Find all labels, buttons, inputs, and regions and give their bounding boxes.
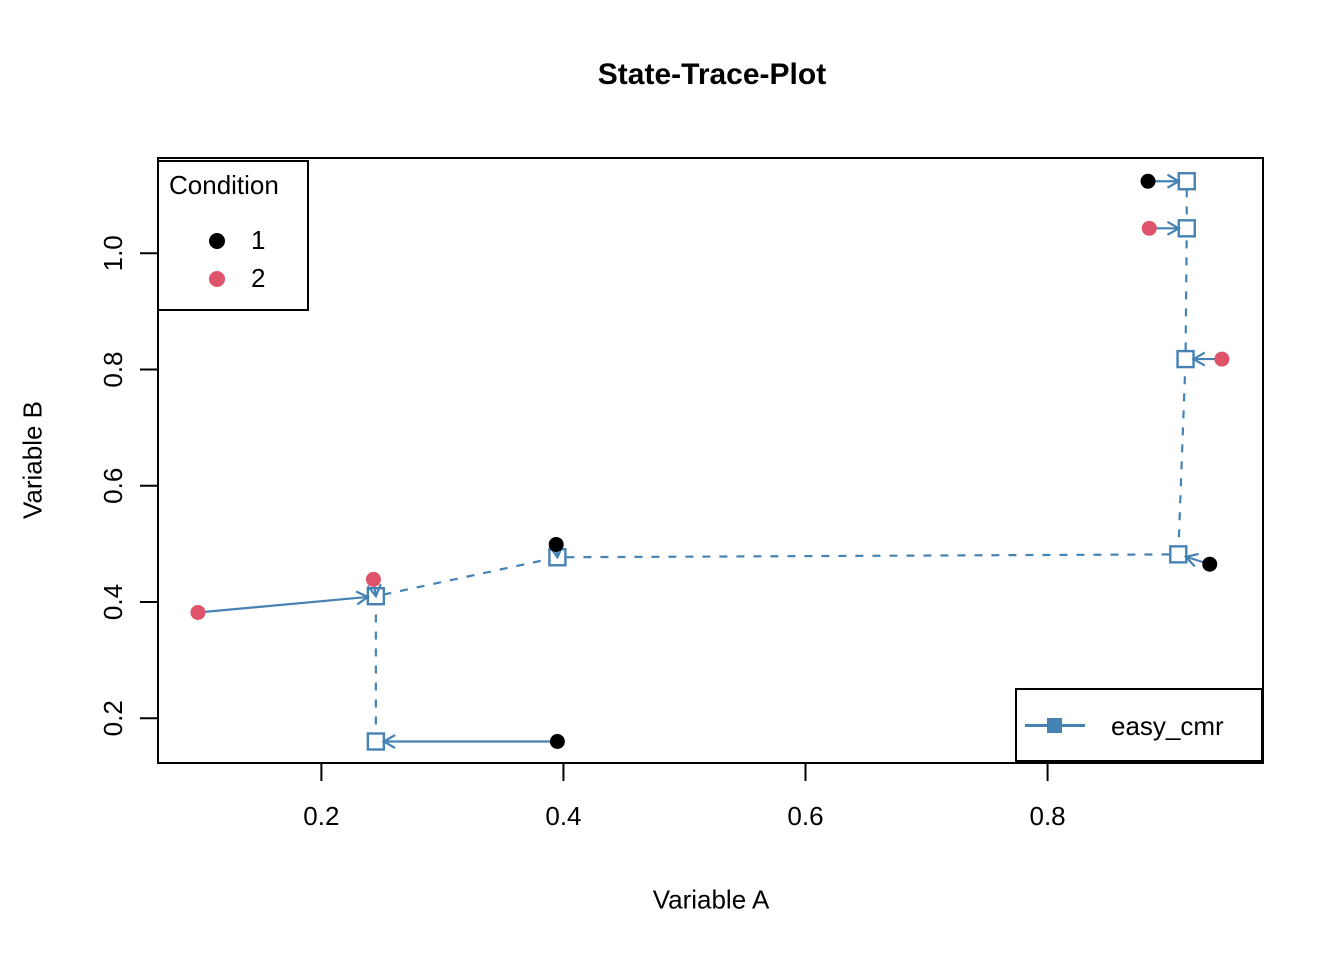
condition-legend-item-2: 2 xyxy=(209,263,265,294)
arrow-head xyxy=(1166,173,1181,189)
condition-2-observed-point xyxy=(365,571,381,587)
condition-1-label: 1 xyxy=(251,225,266,255)
arrow-shaft xyxy=(197,595,368,614)
arrow-head xyxy=(1183,552,1199,568)
condition-2-observed-point xyxy=(1214,351,1230,367)
arrow-head xyxy=(1191,351,1206,367)
y-tick-label: 0.8 xyxy=(98,351,128,387)
plot-border xyxy=(157,157,1264,764)
x-tick-label: 0.2 xyxy=(303,801,339,831)
condition-2-dot-icon xyxy=(209,270,225,287)
predicted-square-marker xyxy=(1177,172,1196,191)
predicted-square-marker xyxy=(1176,349,1195,369)
condition-2-observed-point xyxy=(1141,220,1157,236)
condition-1-dot-icon xyxy=(209,232,225,249)
y-axis-label: Variable B xyxy=(17,400,48,520)
y-tick-label: 0.2 xyxy=(98,700,128,736)
x-tick-label: 0.8 xyxy=(1029,801,1065,831)
arrow-head xyxy=(366,583,382,599)
x-tick-label: 0.4 xyxy=(545,801,581,831)
condition-1-observed-point xyxy=(1140,173,1156,189)
arrow-head xyxy=(1166,220,1181,236)
predicted-square-marker xyxy=(1169,545,1188,564)
arrow-head xyxy=(355,590,371,606)
condition-legend-title: Condition xyxy=(169,170,279,200)
y-tick-label: 0.4 xyxy=(98,584,128,620)
condition-2-label: 2 xyxy=(251,263,266,293)
condition-legend: Condition 1 2 xyxy=(157,160,309,311)
model-dashed-line xyxy=(374,181,1188,742)
condition-2-observed-point xyxy=(190,604,206,620)
predicted-square-marker xyxy=(366,732,386,751)
predicted-square-marker xyxy=(1177,219,1196,238)
chart-title: State-Trace-Plot xyxy=(597,58,827,91)
condition-1-observed-point xyxy=(548,536,564,552)
x-tick-label: 0.6 xyxy=(787,801,823,831)
y-tick-label: 1.0 xyxy=(98,235,128,271)
arrow-head xyxy=(381,734,396,749)
model-legend-square-icon xyxy=(1047,718,1062,733)
condition-legend-item-1: 1 xyxy=(209,225,265,256)
condition-1-observed-point xyxy=(549,733,565,749)
x-axis-label: Variable A xyxy=(652,884,770,915)
model-legend: easy_cmr xyxy=(1015,688,1263,762)
model-legend-label: easy_cmr xyxy=(1111,711,1224,741)
y-tick-label: 0.6 xyxy=(98,468,128,504)
condition-1-observed-point xyxy=(1202,556,1218,572)
